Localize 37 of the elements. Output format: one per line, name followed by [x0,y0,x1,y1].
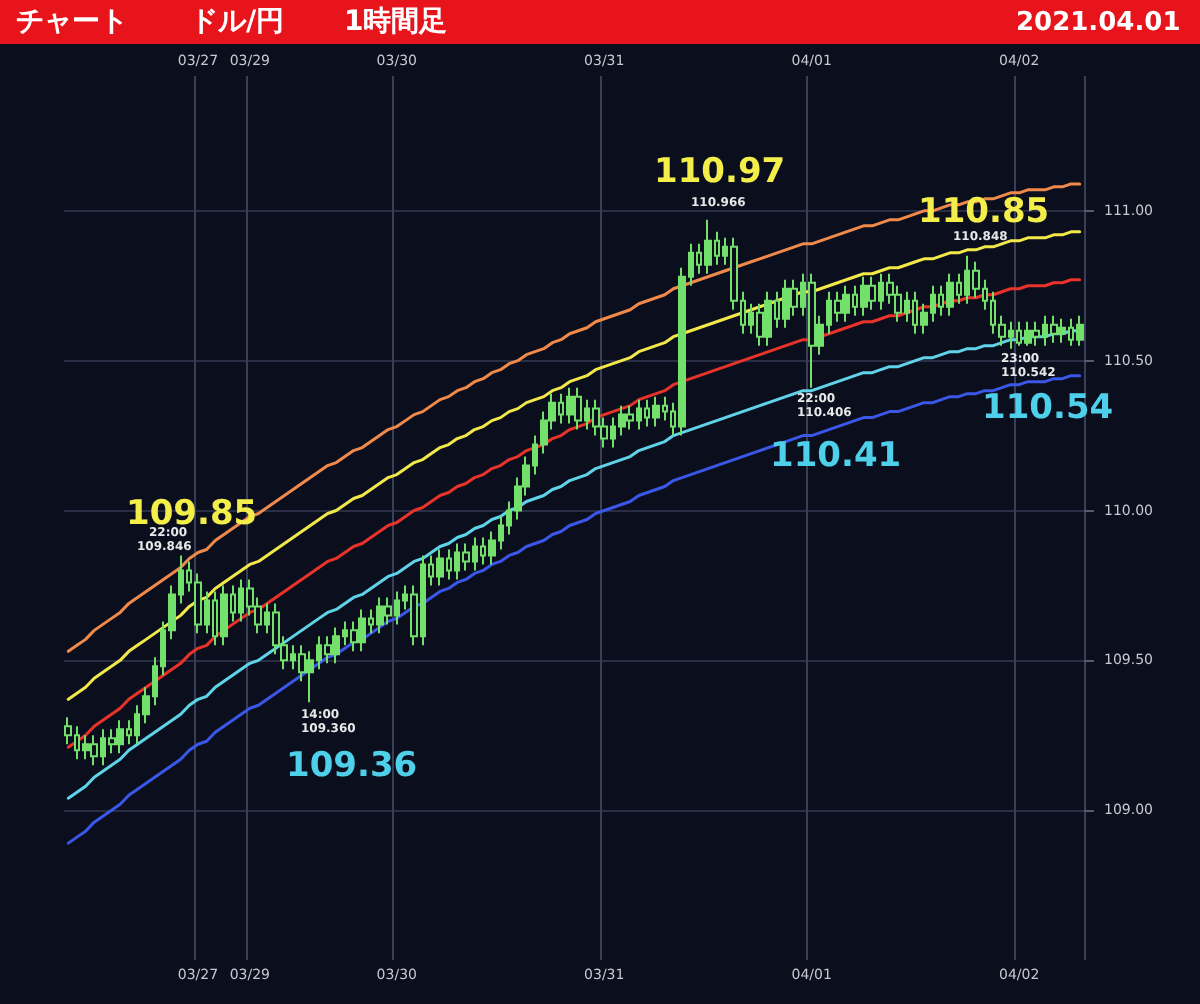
candlestick [946,272,954,317]
annotation: 110.85 [918,191,1050,231]
candlestick [1024,320,1032,347]
candlestick [116,719,124,755]
candlestick [626,404,634,431]
text: 2021.04.01 [1016,8,1181,38]
candlestick [868,275,876,311]
candlestick [1076,314,1084,347]
candlestick [860,275,868,317]
candlestick [566,386,574,425]
candlestick [462,542,470,572]
annotation: 110.54 [982,387,1114,427]
candlestick [1050,314,1058,344]
candlestick [652,395,660,428]
chart-title: ドル/円 [190,6,285,38]
candlestick [1058,317,1066,344]
candlestick [376,596,384,635]
candlestick [90,734,98,767]
candlestick [782,278,790,329]
candlestick [808,272,816,389]
candlestick [220,584,228,647]
candlestick [574,386,582,431]
annotation: 109.36 [286,745,418,785]
text: チャート [16,6,128,38]
annotation: 110.97 [654,151,786,191]
candlestick [764,290,772,347]
candlestick [436,548,444,587]
chart-subtitle: 1時間足 [344,6,448,38]
annotation: 110.41 [770,435,902,475]
candlestick [842,284,850,323]
candlestick [332,626,340,665]
candlestick [82,734,90,761]
candlestick [1032,320,1040,347]
candlestick [384,596,392,626]
candlestick [358,608,366,653]
candlestick [704,218,712,275]
candlestick [324,635,332,665]
